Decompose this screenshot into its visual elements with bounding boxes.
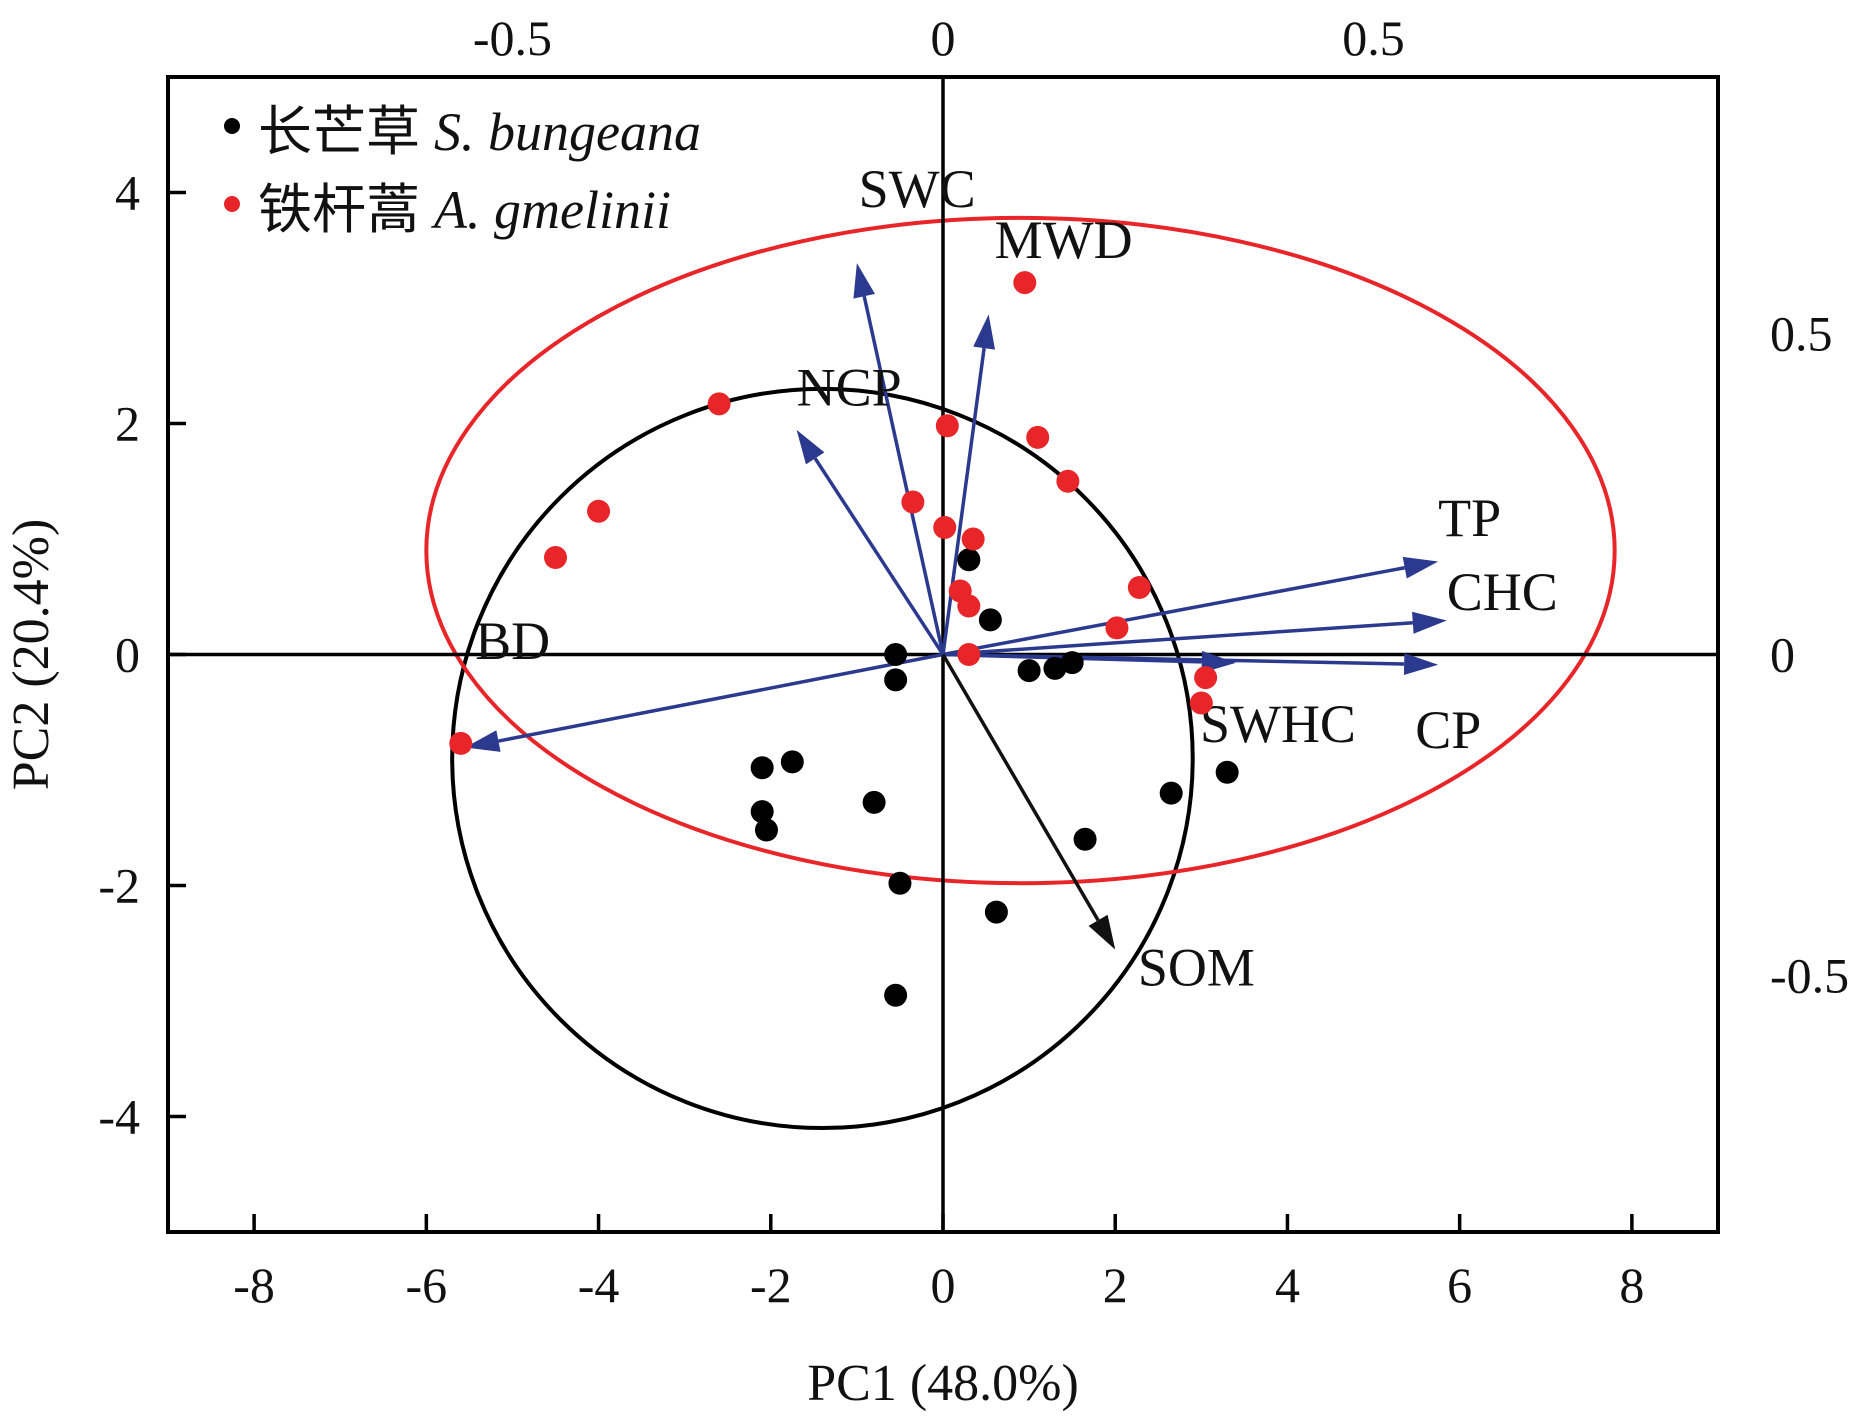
s-bungeana-point (1073, 827, 1097, 851)
legend-latin-name: S. bungeana (434, 102, 701, 162)
loading-line-ncp (813, 457, 945, 656)
a-gmelinii-point (1189, 691, 1213, 715)
x-tick-label: 4 (1275, 1257, 1300, 1313)
s-bungeana-point (984, 900, 1008, 924)
group-ellipses (424, 215, 1617, 1131)
loading-label-som: SOM (1138, 938, 1255, 998)
y-tick-label: -2 (98, 858, 140, 914)
y-tick-label: 4 (115, 165, 140, 221)
y-tick-label: 0 (115, 627, 140, 683)
loading-label-chc: CHC (1447, 562, 1558, 622)
legend-chinese-name: 长芒草 (258, 102, 420, 162)
x-tick-label: 2 (1103, 1257, 1128, 1313)
loading-arrowhead-swc (853, 263, 875, 299)
right-tick-label: -0.5 (1770, 947, 1849, 1003)
a-gmelinii-point (1056, 469, 1080, 493)
a-gmelinii-point (961, 527, 985, 551)
x-tick-label: -4 (578, 1257, 620, 1313)
s-bungeana-point (884, 643, 908, 666)
y-tick-label: -4 (98, 1089, 140, 1145)
loading-vectors: SWC MWD NCP TP CHC CP SWHC BD SOM (465, 159, 1558, 998)
loading-line-chc (942, 621, 1413, 657)
s-bungeana-point (957, 548, 981, 572)
s-bungeana-point (884, 668, 908, 692)
axes: -8 -6 -4 -2 0 2 4 6 8 -4 -2 0 2 4 -0.5 0 0.5 -0.5 0 0.5 PC1 … (3, 10, 1849, 1412)
s-bungeana-point (1215, 760, 1239, 784)
a-gmelinii-point (1105, 616, 1129, 640)
top-tick-label: 0.5 (1342, 10, 1405, 66)
s-bungeana-point (780, 750, 804, 774)
legend-marker-0 (224, 118, 240, 134)
loading-line-bd (498, 652, 944, 743)
a-gmelinii-point (449, 731, 473, 755)
s-bungeana-point (750, 800, 774, 824)
a-gmelinii-point (933, 515, 957, 539)
loading-label-bd: BD (475, 611, 550, 671)
s-bungeana-point (884, 983, 908, 1007)
a-gmelinii-point (1127, 576, 1151, 600)
loading-line-mwd (941, 347, 986, 655)
legend-marker-1 (224, 196, 240, 212)
confidence-ellipse-1 (424, 215, 1617, 886)
loading-label-cp: CP (1415, 700, 1481, 760)
y-axis-title: PC2 (20.4%) (3, 519, 60, 791)
s-bungeana-point (1060, 651, 1084, 675)
loading-arrowhead-cp (1403, 653, 1439, 676)
loading-arrowhead-tp (1402, 556, 1439, 579)
a-gmelinii-point (544, 545, 567, 569)
x-tick-label: -8 (233, 1257, 275, 1313)
a-gmelinii-point (587, 499, 611, 523)
right-tick-label: 0.5 (1770, 306, 1833, 362)
y-tick-label: 2 (115, 396, 140, 452)
x-tick-label: -2 (750, 1257, 792, 1313)
a-gmelinii-point (1194, 666, 1218, 690)
a-gmelinii-point (707, 392, 731, 416)
a-gmelinii-point (901, 490, 925, 514)
loading-label-swc: SWC (859, 159, 976, 219)
loading-label-ncp: NCP (797, 358, 902, 418)
score-points (449, 271, 1239, 1007)
s-bungeana-point (754, 818, 778, 842)
loading-label-mwd: MWD (995, 210, 1133, 270)
legend-entry-0: 长芒草 S. bungeana (258, 102, 701, 162)
loading-line-tp (942, 566, 1406, 657)
legend-chinese-name: 铁杆蒿 (258, 180, 420, 240)
loading-arrowhead-chc (1412, 611, 1447, 634)
a-gmelinii-point (935, 414, 959, 438)
legend-entry-1: 铁杆蒿 A. gmelinii (258, 180, 671, 240)
loading-arrowhead-bd (465, 730, 501, 752)
a-gmelinii-point (1026, 425, 1050, 449)
x-axis-title: PC1 (48.0%) (807, 1355, 1079, 1412)
x-tick-label: 6 (1447, 1257, 1472, 1313)
x-tick-label: 8 (1619, 1257, 1644, 1313)
loading-label-tp: TP (1438, 488, 1501, 548)
s-bungeana-point (1017, 659, 1041, 683)
s-bungeana-point (1159, 781, 1183, 805)
confidence-ellipse-0 (450, 386, 1195, 1131)
legend-latin-name: A. gmelinii (431, 180, 671, 240)
top-tick-label: -0.5 (473, 10, 552, 66)
s-bungeana-point (750, 756, 774, 780)
s-bungeana-point (888, 871, 912, 895)
top-tick-label: 0 (931, 10, 956, 66)
right-tick-label: 0 (1770, 627, 1795, 683)
s-bungeana-point (862, 790, 886, 814)
loading-line-swc (862, 295, 945, 655)
loading-label-swhc: SWHC (1200, 694, 1356, 754)
loading-line-som (941, 653, 1100, 922)
a-gmelinii-point (1013, 271, 1037, 295)
s-bungeana-point (978, 608, 1002, 632)
loading-arrowhead-som (1088, 914, 1116, 950)
a-gmelinii-point (957, 594, 981, 618)
loading-arrowhead-mwd (973, 314, 996, 350)
loading-arrowhead-ncp (796, 429, 825, 465)
x-tick-label: -6 (406, 1257, 448, 1313)
x-tick-label: 0 (931, 1257, 956, 1313)
a-gmelinii-point (957, 643, 981, 666)
